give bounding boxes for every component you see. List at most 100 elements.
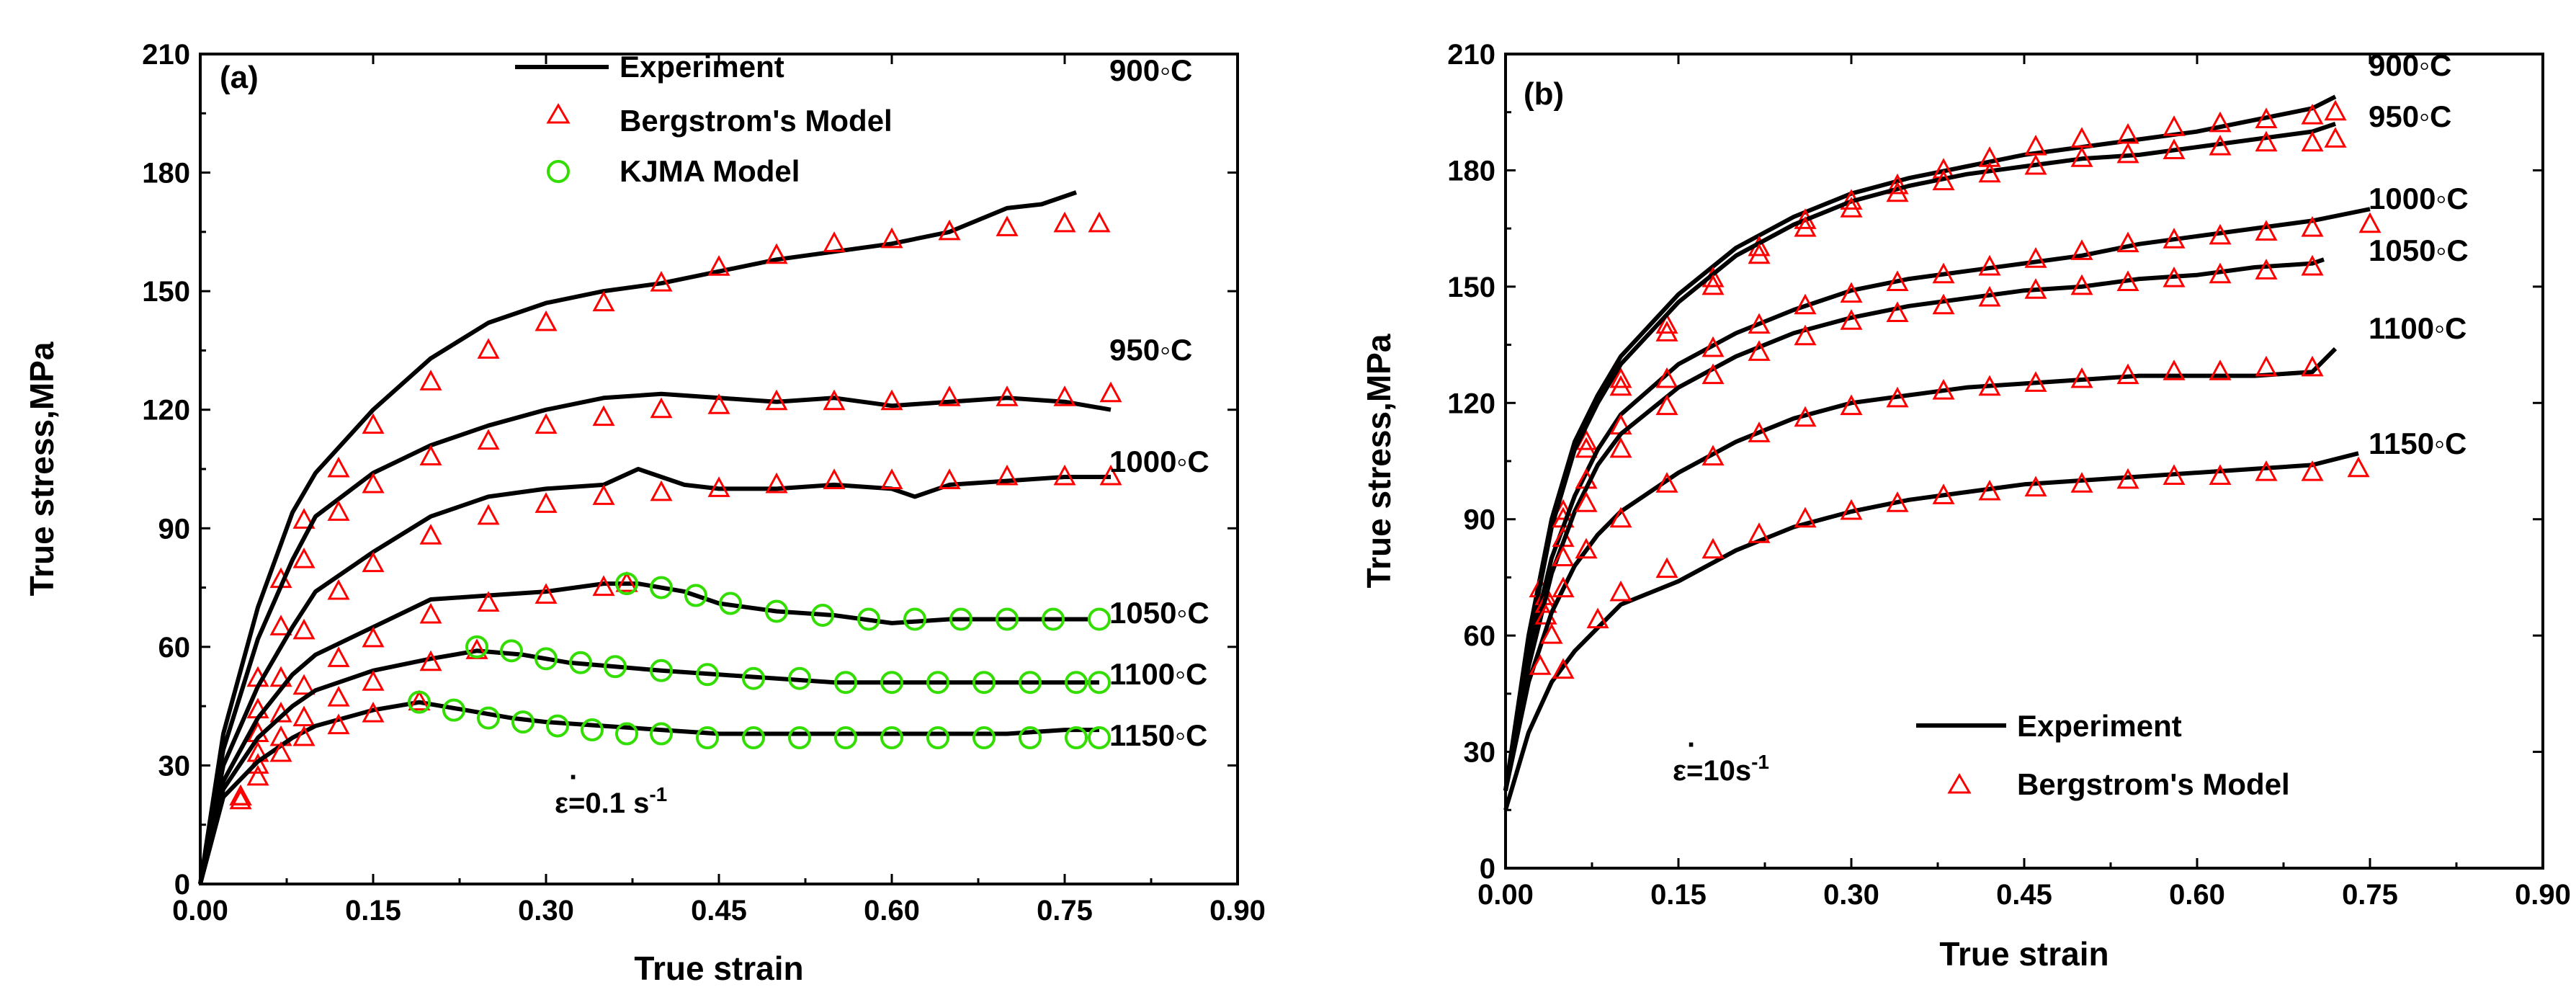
y-tick-label: 90 — [158, 513, 191, 545]
bergstrom-point — [2070, 146, 2093, 167]
bergstrom-point — [1099, 464, 1122, 486]
x-tick-label: 0.90 — [2515, 879, 2571, 911]
kjma-point — [811, 603, 834, 627]
panel-label-a: (a) — [220, 60, 259, 95]
kjma-point — [581, 718, 604, 742]
bergstrom-point — [765, 472, 788, 494]
strain-rate-exponent-a: -1 — [649, 783, 667, 805]
kjma-point — [569, 651, 592, 674]
strain-rate-dot-b: · — [1687, 729, 1696, 761]
experiment-curve-1000c — [1503, 207, 2371, 791]
bergstrom-point — [2324, 127, 2347, 148]
bergstrom-point — [1840, 309, 1863, 330]
kjma-point — [926, 671, 949, 695]
y-tick-label: 30 — [158, 750, 191, 782]
bergstrom-point — [592, 405, 615, 427]
bergstrom-point — [2024, 153, 2047, 175]
x-tick-label: 0.60 — [2169, 879, 2225, 911]
bergstrom-point — [1932, 293, 1955, 315]
kjma-point — [684, 584, 707, 607]
bergstrom-point — [2209, 464, 2232, 486]
kjma-point — [511, 710, 535, 734]
bergstrom-point — [2301, 215, 2324, 237]
bergstrom-point — [477, 338, 500, 359]
kjma-point — [477, 706, 500, 730]
bergstrom-point — [2116, 142, 2139, 164]
legend-b: Experiment Bergstrom's Model — [1916, 709, 2290, 801]
bergstrom-point — [269, 615, 292, 635]
bergstrom-point — [327, 686, 350, 707]
strain-rate-label-a: ε=0.1 s-1 — [555, 783, 667, 819]
bergstrom-point — [592, 290, 615, 312]
panel-a: (a) True strain True stress,MPa Experime… — [23, 39, 1266, 987]
y-tick-label: 90 — [1464, 504, 1496, 536]
data-series-a — [198, 190, 1122, 885]
bergstrom-point — [1053, 385, 1076, 406]
bergstrom-point — [1794, 293, 1817, 315]
kjma-point — [926, 726, 949, 750]
bergstrom-point — [2024, 278, 2047, 299]
bergstrom-point — [1794, 506, 1817, 528]
strain-rate-value-a: =0.1 s — [568, 787, 649, 819]
bergstrom-point — [2163, 360, 2186, 380]
series-labels-b: 900◦C 950◦C 1000◦C 1050◦C 1100◦C 1150◦C — [2369, 48, 2469, 460]
kjma-point — [408, 690, 431, 714]
legend-bergstrom-label-a: Bergstrom's Model — [620, 104, 893, 138]
y-tick-label: 150 — [1447, 272, 1495, 303]
bergstrom-point — [2255, 259, 2278, 280]
bergstrom-point — [362, 551, 385, 573]
bergstrom-point — [2255, 130, 2278, 152]
bergstrom-point — [362, 413, 385, 434]
bergstrom-point — [1840, 282, 1863, 303]
kjma-point — [788, 726, 811, 750]
x-tick-label: 0.45 — [691, 895, 747, 927]
x-tick-label: 0.00 — [172, 895, 228, 927]
bergstrom-point — [1655, 557, 1678, 579]
y-tick-label: 180 — [142, 158, 190, 189]
kjma-point — [834, 726, 857, 750]
bergstrom-point — [1655, 313, 1678, 334]
bergstrom-point — [1978, 254, 2001, 276]
bergstrom-point — [1748, 243, 1771, 264]
y-tick-label: 0 — [174, 869, 190, 901]
y-tick-label: 120 — [142, 395, 190, 427]
bergstrom-point — [2163, 464, 2186, 486]
bergstrom-point — [2301, 355, 2324, 377]
bergstrom-point — [1932, 483, 1955, 504]
plot-frame-b — [1504, 53, 2544, 870]
experiment-curve-1100c — [1503, 347, 2338, 792]
bergstrom-point — [1978, 161, 2001, 183]
bergstrom-point — [292, 674, 316, 695]
bergstrom-point — [419, 650, 442, 671]
bergstrom-point — [2209, 111, 2232, 133]
bergstrom-point — [1794, 324, 1817, 346]
bergstrom-point — [2163, 138, 2186, 160]
bergstrom-point — [1978, 285, 2001, 307]
bergstrom-point — [1748, 522, 1771, 543]
bergstrom-point — [1840, 394, 1863, 416]
strain-rate-label-b: ε=10s-1 — [1673, 751, 1769, 787]
kjma-point — [834, 671, 857, 695]
kjma-point — [1042, 607, 1065, 631]
bergstrom-point — [1575, 437, 1598, 458]
kjma-point — [972, 671, 996, 695]
bergstrom-point — [2301, 103, 2324, 125]
y-axis-label-a: True stress,MPa — [23, 341, 61, 596]
bergstrom-point — [996, 385, 1019, 406]
bergstrom-point — [477, 429, 500, 450]
bergstrom-point — [2116, 363, 2139, 385]
bergstrom-point — [2070, 127, 2093, 148]
bergstrom-point — [292, 548, 316, 568]
legend-kjma-label-a: KJMA Model — [620, 154, 800, 188]
bergstrom-point — [2209, 360, 2232, 380]
kjma-point — [1019, 726, 1042, 750]
kjma-point — [857, 607, 880, 631]
bergstrom-point — [408, 689, 431, 711]
x-tick-label: 0.90 — [1209, 895, 1266, 927]
kjma-point — [546, 714, 569, 738]
bergstrom-point — [1886, 301, 1909, 323]
kjma-point — [1065, 726, 1088, 750]
legend-bergstrom-marker-b — [1947, 773, 1972, 794]
bergstrom-point — [650, 397, 673, 419]
bergstrom-point — [2024, 371, 2047, 392]
